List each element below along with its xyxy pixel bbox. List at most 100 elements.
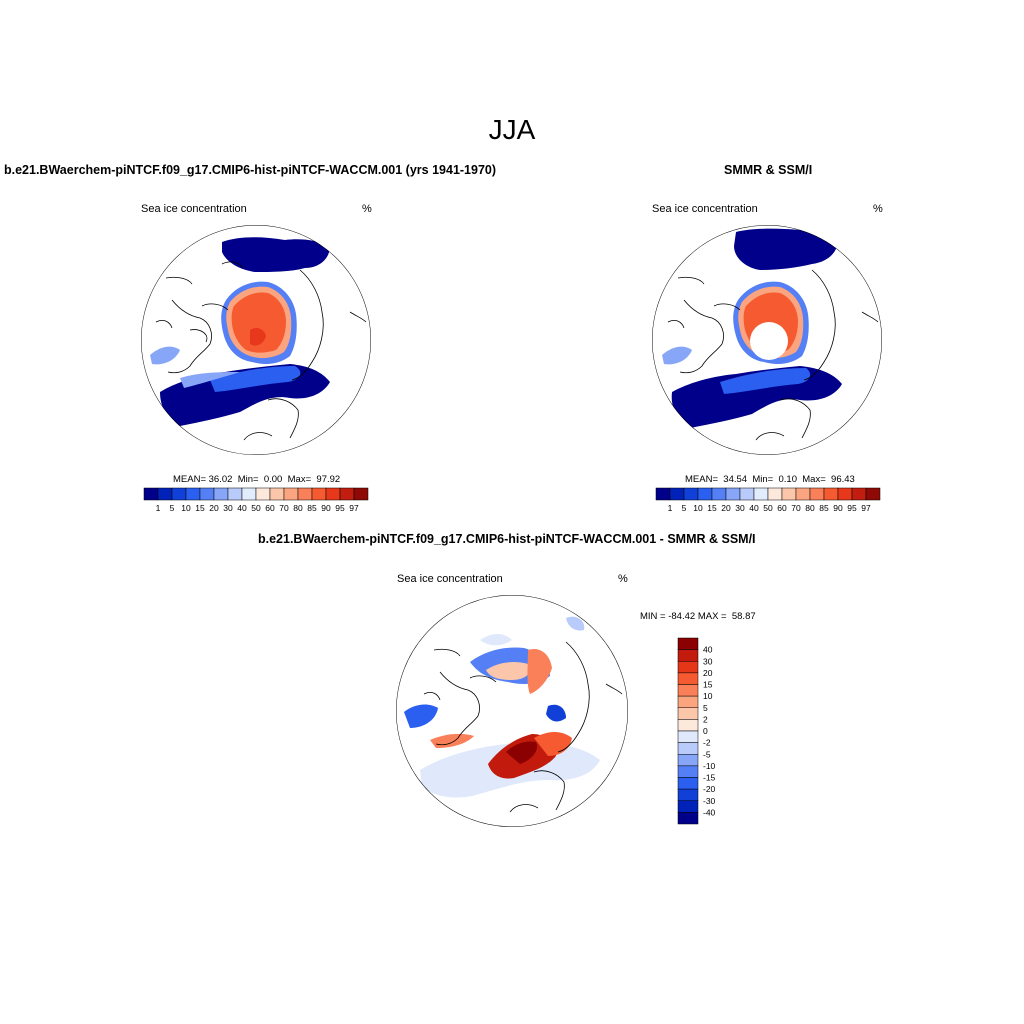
panel1-stats: MEAN= 36.02 Min= 0.00 Max= 97.92	[173, 474, 341, 485]
panel2-colorbar-tick-label: 40	[749, 503, 759, 513]
panel1-colorbar-tick-label: 60	[265, 503, 275, 513]
panel2-colorbar-swatch	[823, 487, 839, 501]
panel2-colorbar-tick-label: 10	[693, 503, 703, 513]
panel3-colorbar-swatch	[677, 777, 699, 790]
panel3-colorbar-tick-label: 2	[703, 714, 708, 724]
panel2-colorbar-swatch	[865, 487, 881, 501]
panel2-colorbar-tick-label: 70	[791, 503, 801, 513]
panel2-colorbar-swatch	[809, 487, 825, 501]
panel2-stats: MEAN= 34.54 Min= 0.10 Max= 96.43	[685, 474, 855, 485]
panel3-colorbar-swatch	[677, 707, 699, 720]
panel3-colorbar-tick-label: -2	[703, 738, 711, 748]
panel1-colorbar-tick-label: 30	[223, 503, 233, 513]
panel2-colorbar-swatch	[781, 487, 797, 501]
panel2-colorbar-swatch	[795, 487, 811, 501]
panel3-colorbar-swatch	[677, 754, 699, 767]
panel2-colorbar-tick-label: 97	[861, 503, 871, 513]
panel3-colorbar-swatch	[677, 788, 699, 801]
panel3-map	[396, 595, 628, 827]
figure-title: JJA	[488, 114, 536, 145]
panel3-colorbar-swatch	[677, 719, 699, 732]
panel3-units-label: %	[618, 573, 628, 585]
panel3-colorbar-swatch	[677, 812, 699, 825]
panel3-colorbar-swatch	[677, 765, 699, 778]
panel1-colorbar-swatch	[325, 487, 341, 501]
panel1-colorbar-swatch	[297, 487, 313, 501]
panel3-colorbar-tick-label: -40	[703, 807, 716, 817]
panel3-colorbar-tick-label: 20	[703, 668, 713, 678]
panel2-colorbar-tick-label: 80	[805, 503, 815, 513]
panel3-colorbar-swatch	[677, 742, 699, 755]
panel3-colorbar-swatch	[677, 672, 699, 685]
panel3-colorbar-swatch	[677, 637, 699, 650]
panel2-colorbar-swatch	[711, 487, 727, 501]
panel1-map	[141, 225, 371, 455]
panel1-colorbar-swatch	[283, 487, 299, 501]
panel2-units-label: %	[873, 203, 883, 215]
panel1-colorbar-tick-label: 20	[209, 503, 219, 513]
panel1-colorbar-swatch	[339, 487, 355, 501]
panel2-colorbar-swatch	[739, 487, 755, 501]
panel3-colorbar-swatch	[677, 730, 699, 743]
panel3-colorbar-swatch	[677, 800, 699, 813]
panel1-title: b.e21.BWaerchem-piNTCF.f09_g17.CMIP6-his…	[4, 163, 497, 177]
panel2-colorbar-tick-label: 85	[819, 503, 829, 513]
panel1-colorbar-swatch	[255, 487, 271, 501]
panel2-colorbar-tick-label: 60	[777, 503, 787, 513]
panel3-colorbar-tick-label: 30	[703, 656, 713, 666]
panel2-colorbar: 1 5 10 15 20 30 40 50 60 70 80 85 90 95 97	[655, 487, 881, 513]
panel3-colorbar-swatch	[677, 695, 699, 708]
panel1-colorbar-swatch	[171, 487, 187, 501]
panel2-colorbar-tick-label: 95	[847, 503, 857, 513]
panel3-colorbar-tick-label: -5	[703, 749, 711, 759]
panel3-colorbar-tick-label: -20	[703, 784, 716, 794]
panel1-colorbar-swatch	[227, 487, 243, 501]
panel1-colorbar-swatch	[353, 487, 369, 501]
panel2-variable-label: Sea ice concentration	[652, 203, 758, 215]
panel2-colorbar-tick-label: 90	[833, 503, 843, 513]
panel2-colorbar-tick-label: 5	[682, 503, 687, 513]
panel3-colorbar-tick-label: -15	[703, 773, 716, 783]
panel1-colorbar-tick-label: 97	[349, 503, 359, 513]
panel1-colorbar-swatch	[213, 487, 229, 501]
panel1-colorbar-tick-label: 10	[181, 503, 191, 513]
panel1-colorbar-swatch	[241, 487, 257, 501]
panel2-colorbar-tick-label: 20	[721, 503, 731, 513]
panel2-colorbar-swatch	[697, 487, 713, 501]
panel1-colorbar: 1 5 10 15 20 30 40 50 60 70 80 85 90 95 97	[143, 487, 369, 513]
panel1-colorbar-tick-label: 85	[307, 503, 317, 513]
panel3-colorbar-tick-label: 10	[703, 691, 713, 701]
panel2-colorbar-swatch	[851, 487, 867, 501]
panel1-colorbar-tick-label: 5	[170, 503, 175, 513]
panel1-variable-label: Sea ice concentration	[141, 203, 247, 215]
panel2-colorbar-swatch	[655, 487, 671, 501]
panel3-colorbar-swatch	[677, 661, 699, 674]
panel2-map	[652, 225, 882, 455]
panel2-colorbar-swatch	[669, 487, 685, 501]
panel1-colorbar-swatch	[143, 487, 159, 501]
panel1-colorbar-swatch	[199, 487, 215, 501]
panel3-minmax: MIN = -84.42 MAX = 58.87	[640, 611, 756, 622]
panel1-colorbar-swatch	[269, 487, 285, 501]
panel1-colorbar-tick-label: 95	[335, 503, 345, 513]
panel1-colorbar-tick-label: 90	[321, 503, 331, 513]
panel3-colorbar-swatch	[677, 684, 699, 697]
panel3-colorbar-tick-label: 40	[703, 645, 713, 655]
panel2-colorbar-tick-label: 50	[763, 503, 773, 513]
panel1-colorbar-tick-label: 80	[293, 503, 303, 513]
panel3-colorbar-tick-label: -30	[703, 796, 716, 806]
panel1-units-label: %	[362, 203, 372, 215]
panel1-colorbar-swatch	[157, 487, 173, 501]
panel1-colorbar-tick-label: 40	[237, 503, 247, 513]
panel3-variable-label: Sea ice concentration	[397, 573, 503, 585]
panel2-colorbar-swatch	[837, 487, 853, 501]
panel3-colorbar-swatch	[677, 649, 699, 662]
panel2-colorbar-swatch	[683, 487, 699, 501]
panel1-colorbar-tick-label: 1	[156, 503, 161, 513]
panel3-title: b.e21.BWaerchem-piNTCF.f09_g17.CMIP6-his…	[258, 532, 756, 546]
panel1-colorbar-swatch	[311, 487, 327, 501]
panel3-colorbar-tick-label: 15	[703, 680, 713, 690]
panel2-colorbar-tick-label: 15	[707, 503, 717, 513]
panel1-colorbar-tick-label: 70	[279, 503, 289, 513]
